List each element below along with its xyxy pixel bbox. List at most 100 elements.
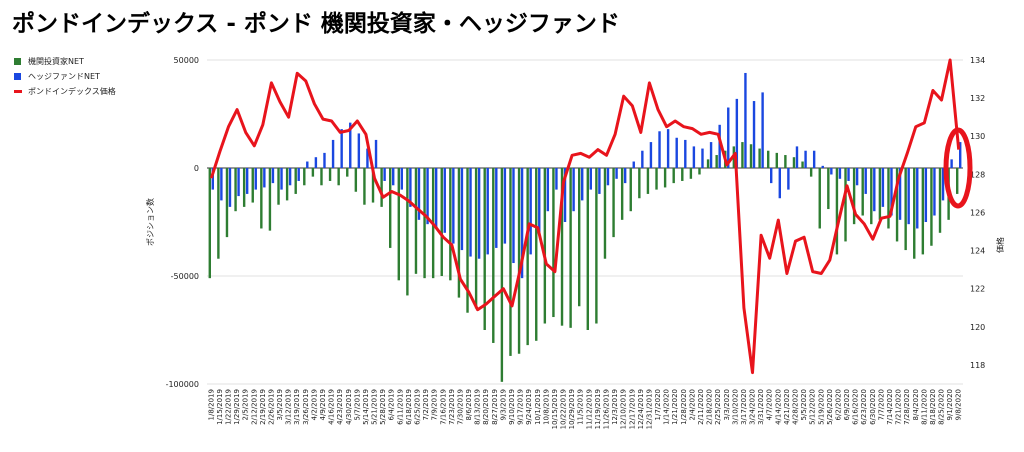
bar-inst <box>388 168 392 248</box>
bar-hedge <box>477 168 481 259</box>
bar-hedge <box>538 168 541 233</box>
bar-inst <box>500 168 504 382</box>
bar-hedge <box>280 168 283 190</box>
bar-inst <box>818 168 821 229</box>
bar-inst <box>852 168 856 225</box>
y2-tick-label: 128 <box>970 170 985 179</box>
bar-inst <box>921 168 925 255</box>
x-tick-label: 5/5/2020 <box>800 389 808 420</box>
bar-inst <box>543 168 547 324</box>
x-tick-label: 7/30/2019 <box>456 389 464 425</box>
bar-inst <box>380 168 383 207</box>
bar-hedge <box>503 168 507 244</box>
bar-hedge <box>443 168 446 233</box>
x-tick-label: 6/30/2020 <box>869 389 877 425</box>
bar-hedge <box>709 142 713 168</box>
bar-inst <box>492 168 495 343</box>
bar-hedge <box>950 159 953 168</box>
bar-inst <box>277 168 280 205</box>
x-tick-label: 2/18/2020 <box>706 389 714 425</box>
bar-inst <box>792 157 796 168</box>
bar-hedge <box>907 168 910 225</box>
x-tick-label: 11/19/2019 <box>594 389 602 429</box>
bar-hedge <box>812 150 816 168</box>
x-tick-label: 8/20/2019 <box>482 389 490 425</box>
bar-inst <box>217 168 220 259</box>
bar-hedge <box>770 168 773 184</box>
x-tick-label: 2/25/2020 <box>714 389 722 425</box>
bar-hedge <box>847 168 850 181</box>
bar-inst <box>242 168 246 207</box>
x-tick-label: 8/27/2019 <box>491 389 499 425</box>
x-tick-label: 1/22/2019 <box>225 389 233 425</box>
x-tick-label: 9/17/2019 <box>517 389 525 425</box>
x-tick-label: 4/28/2020 <box>792 389 800 425</box>
chart-title: ポンドインデックス - ポンド 機関投資家・ヘッジファンド <box>12 11 620 37</box>
bar-inst <box>698 168 701 175</box>
bar-hedge <box>409 168 412 207</box>
x-tick-label: 2/5/2019 <box>242 389 250 420</box>
x-tick-label: 9/8/2020 <box>955 389 963 420</box>
bar-hedge <box>383 168 386 181</box>
x-tick-label: 4/30/2019 <box>345 389 353 425</box>
bar-inst <box>560 168 564 326</box>
x-tick-label: 3/24/2020 <box>749 389 757 425</box>
bar-inst <box>620 168 624 220</box>
bar-hedge <box>881 168 885 207</box>
x-tick-label: 4/16/2019 <box>328 389 336 425</box>
bar-inst <box>346 168 349 177</box>
bar-hedge <box>529 168 532 255</box>
y2-tick-label: 130 <box>970 132 985 141</box>
bar-inst <box>844 168 847 242</box>
bar-inst <box>225 168 229 238</box>
x-tick-label: 3/31/2020 <box>757 389 765 425</box>
x-tick-label: 9/24/2019 <box>525 389 533 425</box>
bar-hedge <box>615 168 618 179</box>
bar-hedge <box>718 124 721 168</box>
bar-inst <box>827 168 830 210</box>
x-tick-label: 1/21/2020 <box>671 389 679 425</box>
x-tick-label: 12/3/2019 <box>611 389 619 425</box>
bar-hedge <box>469 168 472 257</box>
y2-tick-label: 122 <box>970 285 985 294</box>
bar-hedge <box>297 168 300 181</box>
x-tick-label: 7/21/2020 <box>895 389 903 425</box>
grid <box>207 59 963 385</box>
bar-inst <box>354 168 358 192</box>
bar-inst <box>655 168 658 190</box>
x-tick-label: 7/9/2019 <box>431 389 439 420</box>
x-tick-label: 5/7/2019 <box>353 389 361 420</box>
y2-tick-label: 134 <box>970 56 985 65</box>
bar-inst <box>861 168 864 216</box>
bar-hedge <box>254 168 257 190</box>
legend-item-price: ポンドインデックス価格 <box>14 84 116 99</box>
x-tick-label: 7/28/2020 <box>903 389 911 425</box>
x-tick-label: 12/17/2019 <box>628 389 636 429</box>
x-tick-label: 4/9/2019 <box>319 389 327 420</box>
bar-inst <box>474 168 478 309</box>
bar-hedge <box>323 152 326 168</box>
x-tick-label: 5/26/2020 <box>826 389 834 425</box>
bar-hedge <box>598 168 601 194</box>
legend-label-hedge: ヘッジファンドNET <box>28 72 100 81</box>
y2-tick-label: 126 <box>970 208 985 217</box>
bar-inst <box>466 168 469 313</box>
x-tick-label: 9/3/2019 <box>499 389 507 420</box>
x-tick-label: 8/4/2020 <box>912 389 920 420</box>
bar-hedge <box>649 142 653 168</box>
bar-hedge <box>340 129 343 168</box>
bar-hedge <box>572 168 575 212</box>
bar-inst <box>629 168 632 212</box>
bar-inst <box>595 168 598 324</box>
x-tick-label: 3/10/2020 <box>731 389 739 425</box>
bar-hedge <box>245 168 249 194</box>
y-tick-label: 0 <box>194 164 199 173</box>
bar-inst <box>878 168 882 220</box>
bar-hedge <box>959 142 962 168</box>
y-ticks: 50000 0 -50000 -100000 <box>166 56 199 389</box>
bar-inst <box>801 161 804 168</box>
x-tick-label: 10/29/2019 <box>568 389 576 429</box>
bar-inst <box>440 168 443 276</box>
x-tick-label: 4/2/2019 <box>310 389 318 420</box>
bar-hedge <box>735 98 739 168</box>
